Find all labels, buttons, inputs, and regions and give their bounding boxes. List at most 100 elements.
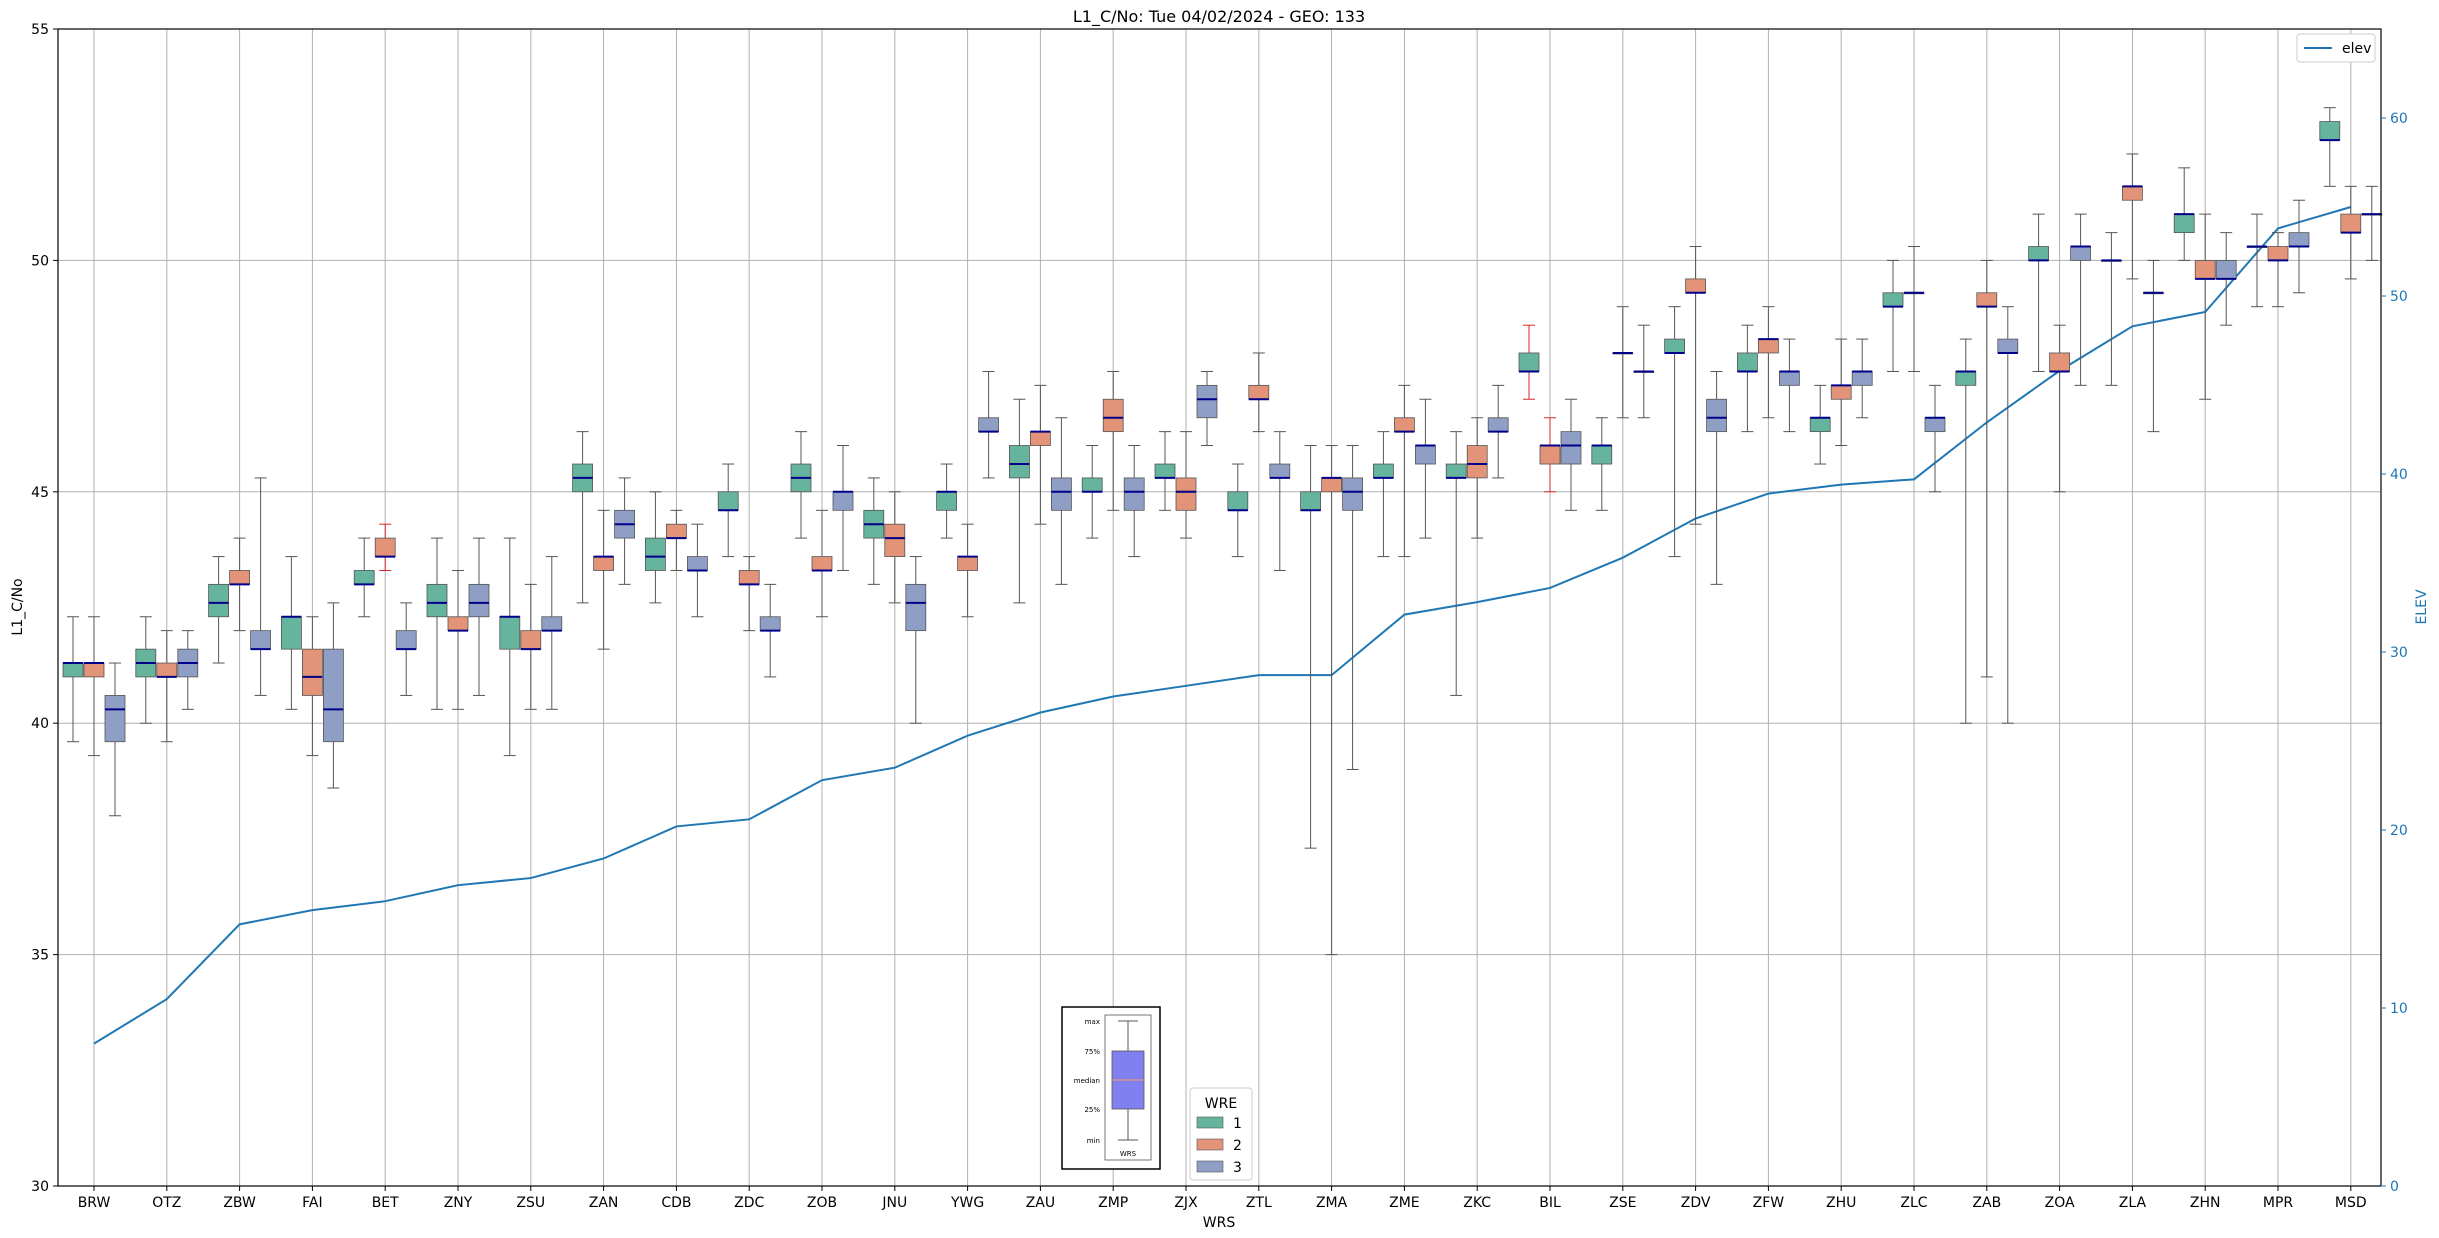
elev-series [93,206,2352,1045]
x-tick-label-2: ZBW [223,1195,256,1211]
box-BET-wre2 [374,523,396,571]
box-body [2319,121,2341,141]
box-body [83,662,105,678]
box-body [2121,185,2143,201]
key-label-x: WRS [1120,1150,1137,1158]
x-tick-label-4: BET [372,1195,399,1211]
y-axis-right: 0 10 20 30 40 50 60 [2381,111,2408,1195]
plot-frame [57,28,2382,1187]
box-ZOB-wre1 [790,431,812,539]
box-body [1851,371,1873,386]
box-ZLC-wre3 [1924,384,1946,493]
box-body [2267,246,2289,261]
box-ZAN-wre2 [593,509,614,650]
box-body [104,695,126,743]
x-tick-label-31: MSD [2335,1195,2367,1211]
box-CDB-wre3 [687,523,708,618]
box-body [1685,278,1706,294]
box-body [250,630,272,650]
box-ZHN-wre2 [2194,213,2216,400]
box-ZAB-wre3 [1997,306,2019,724]
x-tick-label-8: CDB [661,1195,691,1211]
x-tick-label-17: ZMA [1316,1195,1348,1211]
box-ZOB-wre2 [811,509,833,618]
y-tick-label-5: 55 [31,22,49,38]
box-ZSE-wre1 [1591,417,1613,511]
x-tick-label-7: ZAN [589,1195,619,1211]
box-ZLC-wre1 [1882,259,1904,372]
box-ZHU-wre2 [1830,338,1852,447]
box-ZJX-wre3 [1196,370,1218,447]
y2-tick-label-0: 0 [2390,1179,2399,1195]
key-label-75: 75% [1084,1048,1100,1056]
box-ZSE-wre2 [1612,306,1634,419]
box-ZSU-wre3 [541,556,563,710]
box-body [2049,352,2071,372]
y-axis-label: L1_C/No [10,578,26,635]
box-ZNY-wre3 [468,537,490,696]
box-body [1175,477,1197,511]
x-tick-label-18: ZME [1389,1195,1420,1211]
x-tick-label-24: ZHU [1826,1195,1856,1211]
y2-tick-label-1: 10 [2390,1001,2408,1017]
box-ZJX-wre1 [1154,431,1176,511]
box-body [936,491,957,511]
box-MPR-wre2 [2267,232,2289,308]
box-body [1394,417,1415,433]
box-JNU-wre3 [905,556,927,724]
x-tick-label-15: ZJX [1174,1195,1198,1211]
box-ZMP-wre1 [1081,445,1103,539]
x-axis: BRW OTZ ZBW FAI BET ZNY ZSU ZAN CDB ZDC ZOB JNU YWG Z… [78,1186,2367,1211]
y-tick-label-4: 50 [31,253,49,269]
box-ZMA-wre2 [1321,445,1342,956]
x-tick-label-14: ZMP [1098,1195,1128,1211]
x-tick-label-22: ZDV [1681,1195,1711,1211]
box-body [1321,477,1342,493]
box-body [1415,445,1436,465]
box-ZTL-wre3 [1269,431,1291,571]
box-BET-wre1 [353,537,375,618]
y2-tick-label-3: 30 [2390,645,2408,661]
box-BRW-wre2 [83,616,105,757]
y-axis-left: 30 35 40 45 50 55 [31,22,58,1195]
box-body [1102,398,1124,433]
box-YWG-wre1 [936,463,957,539]
wre-legend-frame [1189,1087,1253,1181]
box-ZFW-wre1 [1737,324,1758,433]
y-tick-label-0: 30 [31,1179,49,1195]
box-body [1976,292,1998,308]
box-ZAU-wre1 [1009,398,1030,604]
box-ZKC-wre2 [1466,417,1488,539]
box-ZKC-wre1 [1445,431,1467,696]
box-MPR-wre3 [2288,199,2310,294]
box-ZMP-wre3 [1123,445,1145,558]
box-ZKC-wre3 [1487,384,1509,479]
box-body [738,570,760,585]
box-body [1466,445,1488,479]
box-ZSE-wre3 [1633,324,1655,419]
x-tick-label-10: ZOB [807,1195,837,1211]
box-ZFW-wre3 [1779,338,1800,433]
box-body [1539,445,1561,465]
box-ZAN-wre3 [614,477,635,585]
box-body [1997,338,2019,354]
box-MSD-wre1 [2319,107,2341,187]
key-label-median: median [1074,1077,1100,1085]
y2-axis-label: ELEV [2414,589,2430,624]
box-ZOA-wre3 [2070,213,2092,386]
box-body [1591,445,1613,465]
box-body [1030,431,1051,446]
box-ZLC-wre2 [1903,246,1925,372]
wre-legend-swatch-3 [1196,1160,1224,1173]
box-body [2070,246,2092,261]
box-YWG-wre3 [978,370,999,479]
box-groups [62,107,2383,956]
x-tick-label-0: BRW [78,1195,111,1211]
box-body [759,616,781,632]
box-ZME-wre1 [1373,431,1394,558]
box-body [1373,463,1394,479]
box-body [1445,463,1467,479]
box-BRW-wre3 [104,662,126,817]
box-ZME-wre3 [1415,398,1436,539]
